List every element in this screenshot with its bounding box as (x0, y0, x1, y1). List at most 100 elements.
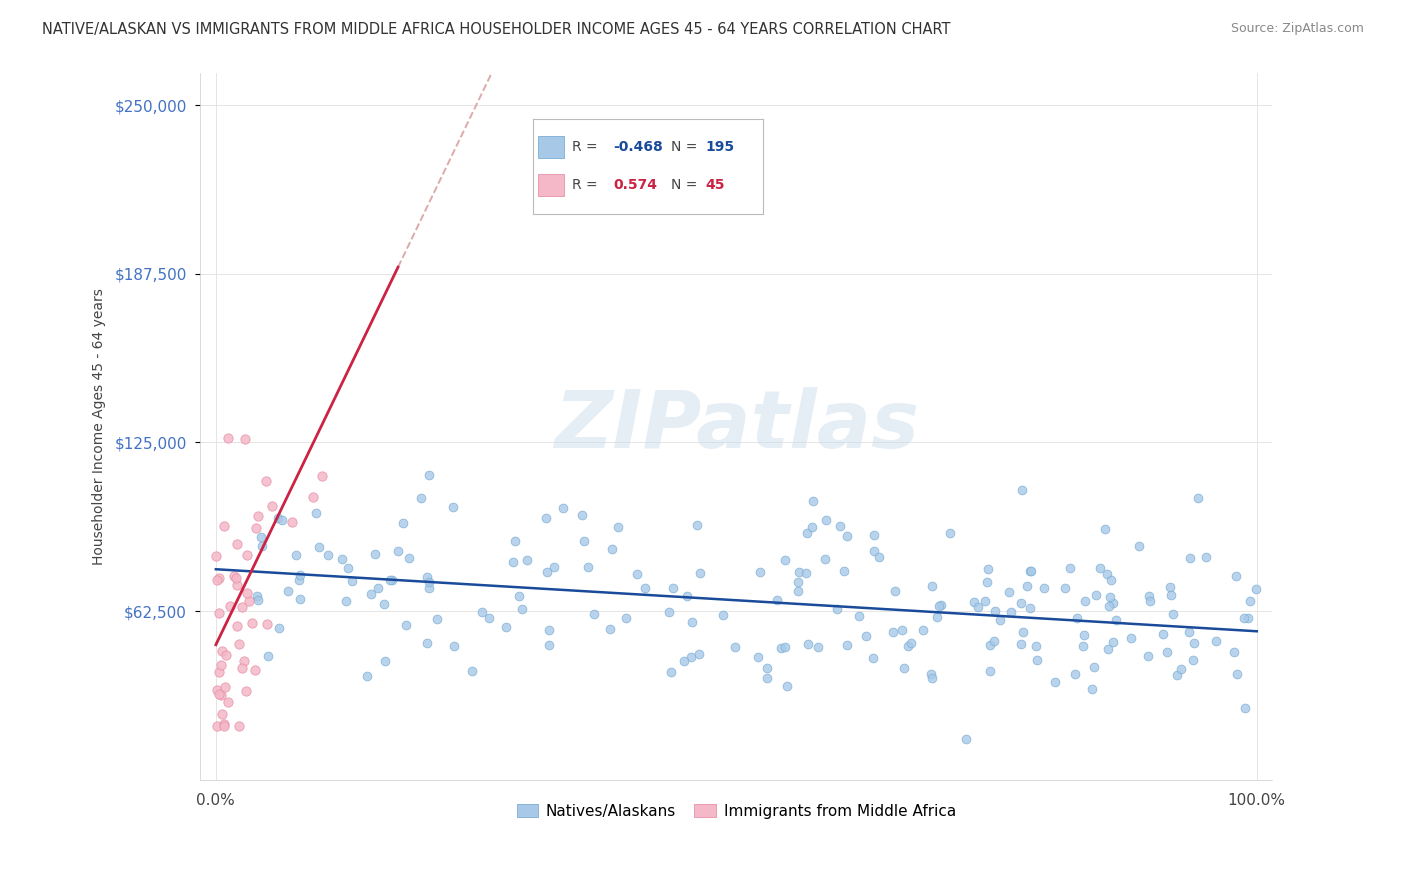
Point (1099, 590, 1122, 604)
Point (583, 607, 606, 621)
Point (536, 565, 558, 579)
Point (574, 533, 596, 548)
Point (855, 629, 877, 643)
Point (921, 578, 943, 592)
Point (868, 550, 890, 565)
Point (461, 664, 484, 678)
Point (897, 639, 920, 653)
Point (1073, 628, 1095, 642)
Point (537, 623, 560, 637)
Point (250, 529, 273, 543)
Point (495, 620, 517, 634)
Point (510, 601, 533, 615)
Point (398, 550, 420, 565)
Point (311, 468, 333, 483)
Point (1011, 625, 1033, 640)
Point (1097, 641, 1119, 656)
Point (773, 552, 796, 566)
Point (796, 525, 818, 540)
Point (825, 602, 848, 616)
Point (1152, 627, 1174, 641)
Point (1081, 682, 1104, 697)
Point (925, 610, 948, 624)
Point (285, 548, 308, 562)
Point (988, 614, 1011, 628)
Point (884, 584, 907, 599)
Point (1170, 662, 1192, 676)
Point (411, 491, 433, 506)
Point (900, 636, 922, 650)
Point (1018, 565, 1040, 579)
Point (893, 661, 915, 675)
Point (217, 431, 239, 445)
Point (225, 537, 247, 551)
Text: ZIPatlas: ZIPatlas (554, 387, 920, 466)
Point (1104, 613, 1126, 627)
Point (801, 494, 824, 508)
Point (208, 606, 231, 620)
Point (1128, 539, 1150, 553)
Point (478, 611, 501, 625)
Point (1071, 639, 1094, 653)
Point (228, 637, 250, 651)
Point (228, 719, 250, 733)
Point (1084, 588, 1107, 602)
Point (890, 623, 912, 637)
Point (614, 611, 637, 625)
Point (835, 529, 858, 543)
Point (209, 657, 232, 672)
Point (508, 589, 530, 603)
Point (271, 513, 294, 527)
Point (1090, 561, 1112, 575)
Point (211, 644, 233, 658)
Point (224, 569, 246, 583)
Point (215, 648, 238, 662)
Point (626, 566, 648, 581)
Point (208, 572, 231, 586)
Point (231, 599, 253, 614)
Point (814, 513, 837, 527)
Point (256, 617, 278, 632)
Point (920, 667, 942, 681)
Point (1066, 611, 1088, 625)
Point (711, 607, 734, 622)
Point (983, 633, 1005, 648)
Point (1160, 588, 1182, 602)
Point (245, 663, 267, 677)
Point (416, 636, 439, 650)
Point (235, 684, 257, 698)
Point (1095, 567, 1118, 582)
Point (233, 654, 256, 668)
Point (686, 518, 709, 533)
Point (257, 648, 280, 663)
Point (1119, 631, 1142, 645)
Point (1225, 569, 1247, 583)
Point (538, 638, 561, 652)
Point (441, 500, 464, 514)
Point (356, 669, 378, 683)
Point (1026, 653, 1049, 667)
Point (1010, 596, 1032, 610)
Point (225, 578, 247, 592)
Point (983, 604, 1005, 618)
Point (231, 661, 253, 675)
Point (749, 566, 772, 580)
Point (316, 548, 339, 562)
Point (426, 612, 449, 626)
Point (212, 717, 235, 731)
Point (238, 594, 260, 608)
Point (1000, 605, 1022, 619)
Point (1178, 551, 1201, 566)
Point (789, 566, 811, 580)
Point (979, 664, 1001, 678)
Point (254, 474, 277, 488)
Point (1233, 610, 1256, 624)
Point (787, 574, 810, 589)
Point (205, 719, 228, 733)
Point (787, 583, 810, 598)
Point (814, 552, 837, 566)
Point (245, 521, 267, 535)
Point (848, 609, 870, 624)
Point (634, 581, 657, 595)
Point (1053, 581, 1076, 595)
